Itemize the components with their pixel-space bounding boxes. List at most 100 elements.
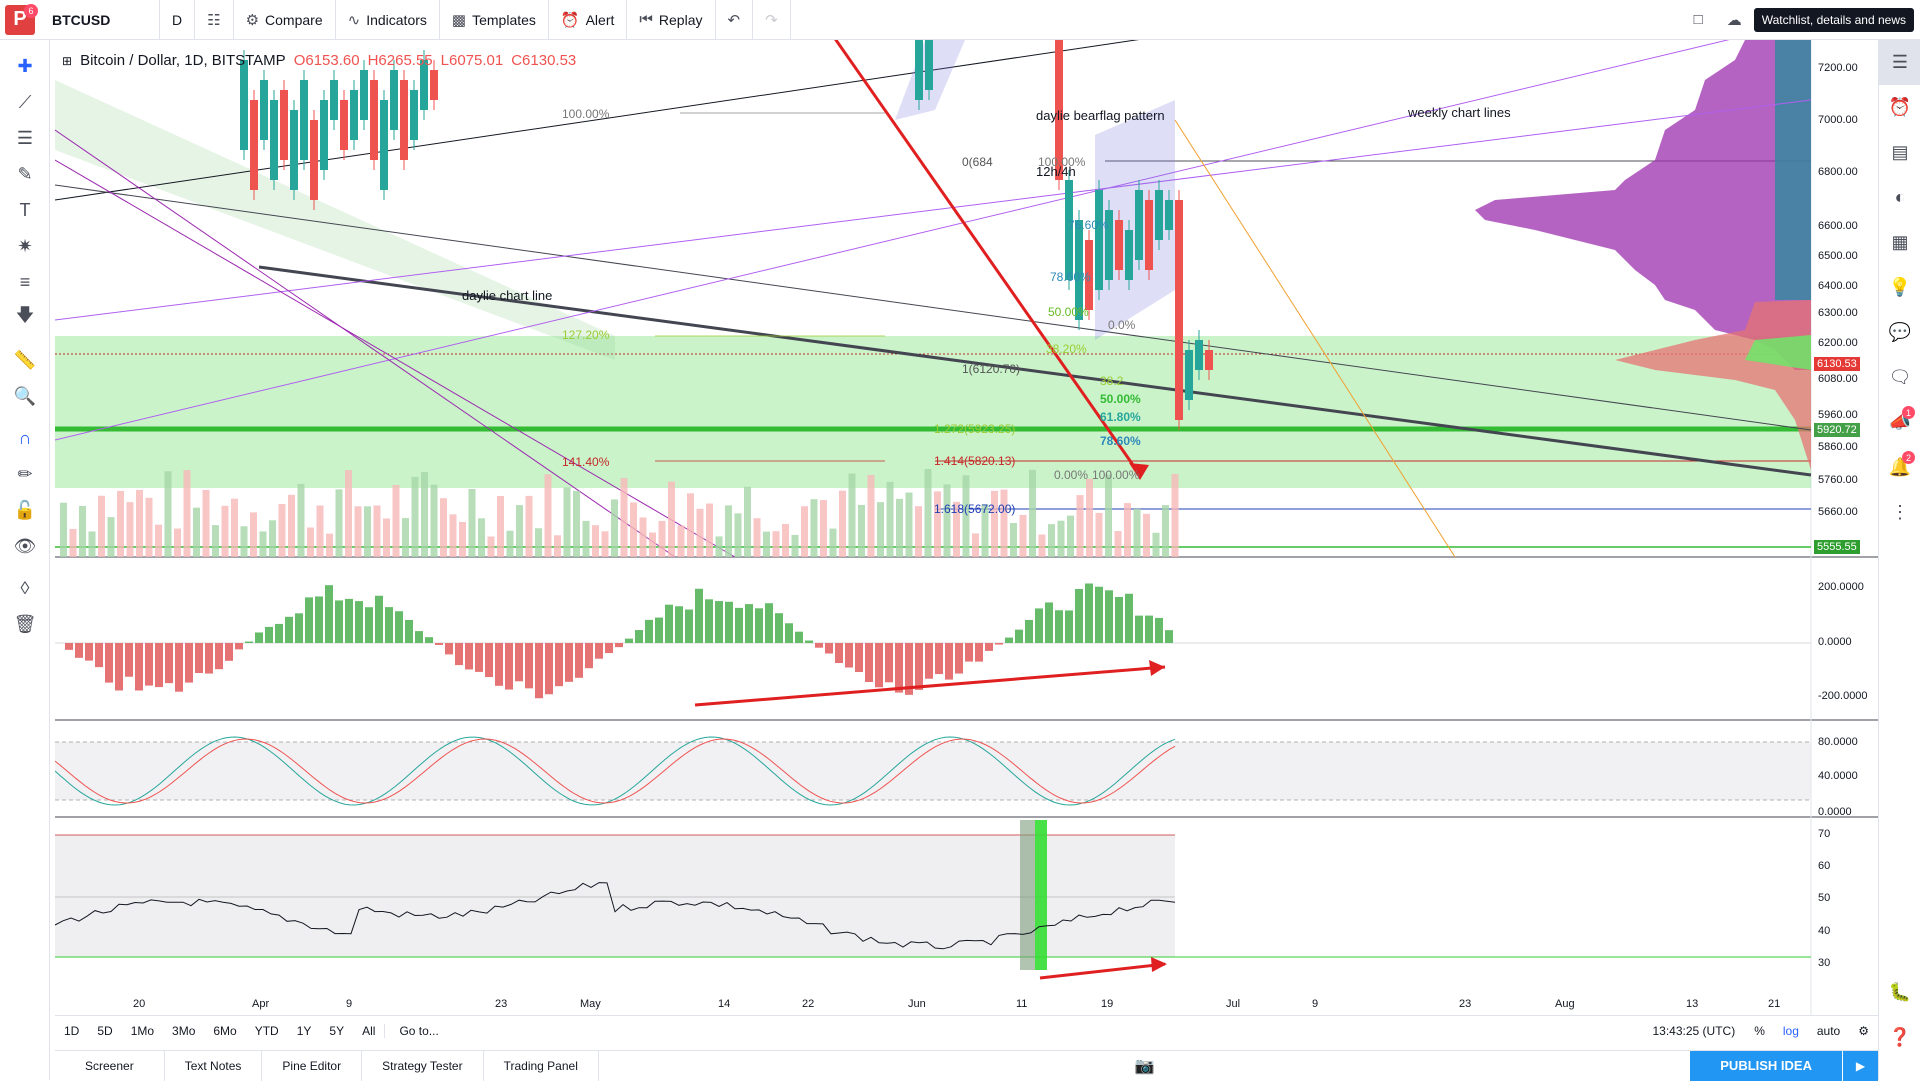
cloud-save-button[interactable]: ☁: [1715, 0, 1754, 40]
volume-bars: [60, 468, 1179, 557]
play-icon[interactable]: ▶: [1842, 1050, 1878, 1081]
settings-gear-icon[interactable]: ⚙: [1858, 1023, 1869, 1038]
brush-tool[interactable]: ✎: [17, 163, 33, 184]
volume-bar: [278, 504, 286, 557]
camera-icon[interactable]: 📷: [1134, 1057, 1155, 1075]
macd-bar: [395, 611, 403, 643]
compare-button[interactable]: ⚙ Compare: [234, 0, 336, 40]
tf-6mo[interactable]: 6Mo: [213, 1023, 237, 1038]
daily-annotation[interactable]: daylie chart line: [462, 288, 553, 303]
replay-button[interactable]: ⏮ Replay: [627, 0, 716, 40]
arrow-down-tool[interactable]: 🡇: [15, 305, 35, 325]
tf-1d[interactable]: 1D: [64, 1023, 80, 1038]
interval-button[interactable]: D: [160, 0, 196, 40]
chart-type-button[interactable]: ☷: [195, 0, 234, 40]
logo[interactable]: P 6: [0, 0, 40, 40]
indicators-label: Indicators: [366, 11, 427, 28]
data-window-icon[interactable]: ◐: [1894, 187, 1906, 207]
stay-drawing-icon[interactable]: ✏: [17, 463, 33, 484]
eye-icon[interactable]: 👁: [13, 535, 37, 556]
trash-icon[interactable]: 🗑: [13, 613, 37, 634]
private-chat-icon[interactable]: 🗨: [1888, 367, 1912, 387]
templates-button[interactable]: ▩ Templates: [440, 0, 549, 40]
volume-bar: [820, 500, 827, 557]
news-icon[interactable]: ▤: [1891, 142, 1909, 162]
pattern-tool[interactable]: ✷: [17, 235, 33, 256]
percent-toggle[interactable]: %: [1754, 1023, 1765, 1038]
volume-bar: [772, 531, 780, 557]
redo-button[interactable]: ↷: [753, 0, 791, 40]
volume-bar: [1114, 531, 1122, 557]
chart-canvas[interactable]: [55, 40, 1878, 1015]
magnet-icon[interactable]: ∩: [18, 427, 32, 448]
crosshair-tool[interactable]: ✚: [17, 55, 33, 76]
volume-bar: [991, 490, 998, 557]
bug-icon[interactable]: 🐛: [1888, 982, 1912, 1002]
tf-5d[interactable]: 5D: [97, 1023, 113, 1038]
volume-bar: [601, 531, 609, 557]
log-toggle[interactable]: log: [1782, 1023, 1799, 1038]
alarm-clock-icon[interactable]: ⏰: [1888, 97, 1912, 117]
chat-icon[interactable]: 💬: [1888, 322, 1912, 342]
trend-line-tool[interactable]: ⟋: [18, 91, 32, 112]
weekly-annotation[interactable]: weekly chart lines: [1408, 105, 1511, 120]
horizontal-lines-tool[interactable]: ☰: [16, 127, 34, 148]
tab-pine-editor[interactable]: Pine Editor: [262, 1050, 363, 1081]
volume-bar: [924, 468, 932, 557]
fib-tool[interactable]: ≡: [19, 271, 31, 292]
volume-bar: [79, 505, 86, 557]
undo-button[interactable]: ↶: [716, 0, 754, 40]
zoom-icon[interactable]: 🔍: [13, 385, 37, 406]
bearflag-annotation[interactable]: daylie bearflag pattern: [1036, 108, 1165, 123]
volume-bar: [934, 491, 941, 557]
macd-bar: [205, 643, 213, 674]
utc-clock[interactable]: 13:43:25 (UTC): [1652, 1023, 1736, 1038]
notifications-icon[interactable]: 📣 1: [1879, 400, 1920, 445]
ideas-icon[interactable]: 💡: [1888, 277, 1912, 297]
macd-bar: [75, 643, 83, 658]
fullscreen-button[interactable]: □: [1682, 0, 1715, 40]
lock-icon[interactable]: 🔓: [13, 499, 37, 520]
order-panel-icon[interactable]: ⋮: [1891, 502, 1909, 522]
macd-bar: [515, 643, 523, 682]
volume-bar: [136, 489, 143, 557]
tf-1y[interactable]: 1Y: [296, 1023, 312, 1038]
volume-bar: [677, 525, 685, 557]
volume-bar: [573, 490, 580, 557]
timeframe-annotation[interactable]: 12h/4h: [1036, 164, 1076, 179]
publish-idea-button[interactable]: PUBLISH IDEA: [1690, 1050, 1842, 1081]
macd-bar: [985, 643, 993, 651]
watchlist-icon[interactable]: ☰: [1879, 40, 1920, 85]
tf-ytd[interactable]: YTD: [254, 1023, 279, 1038]
volume-bar: [658, 520, 666, 557]
top-toolbar: P 6 BTCUSD D ☷ ⚙ Compare ∿ Indicators ▩ Tem…: [0, 0, 1920, 40]
volume-bar: [1105, 474, 1112, 557]
alert-button[interactable]: ⏰ Alert: [549, 0, 628, 40]
tab-text-notes[interactable]: Text Notes: [165, 1050, 263, 1081]
symbol-search[interactable]: BTCUSD: [40, 0, 160, 40]
help-icon[interactable]: ❓: [1888, 1027, 1912, 1047]
layers-icon[interactable]: ◊: [20, 577, 30, 598]
collapse-legend-icon[interactable]: ⊞: [62, 53, 73, 68]
auto-toggle[interactable]: auto: [1816, 1023, 1841, 1038]
macd-bar: [1065, 610, 1073, 643]
goto-button[interactable]: Go to...: [384, 1023, 447, 1038]
volume-bar: [687, 493, 694, 557]
tab-screener[interactable]: Screener: [55, 1050, 165, 1081]
macd-bar: [435, 643, 443, 645]
indicators-button[interactable]: ∿ Indicators: [336, 0, 440, 40]
tf-3mo[interactable]: 3Mo: [172, 1023, 196, 1038]
tf-all[interactable]: All: [362, 1023, 376, 1038]
tab-trading-panel[interactable]: Trading Panel: [484, 1050, 599, 1081]
ruler-tool[interactable]: 📏: [13, 349, 37, 370]
fib-50-b: 50.00%: [1100, 392, 1141, 406]
calendar-icon[interactable]: ▦: [1891, 232, 1909, 252]
legend-open: O6153.60: [293, 52, 360, 69]
tf-5y[interactable]: 5Y: [329, 1023, 345, 1038]
macd-bar: [95, 643, 103, 668]
text-tool[interactable]: T: [19, 199, 31, 220]
volume-bar: [611, 499, 618, 557]
tab-strategy-tester[interactable]: Strategy Tester: [362, 1050, 484, 1081]
tf-1mo[interactable]: 1Mo: [130, 1023, 155, 1038]
bell-icon[interactable]: 🔔 2: [1879, 445, 1920, 490]
